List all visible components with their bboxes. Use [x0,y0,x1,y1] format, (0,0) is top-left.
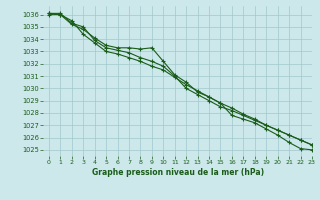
X-axis label: Graphe pression niveau de la mer (hPa): Graphe pression niveau de la mer (hPa) [92,168,264,177]
